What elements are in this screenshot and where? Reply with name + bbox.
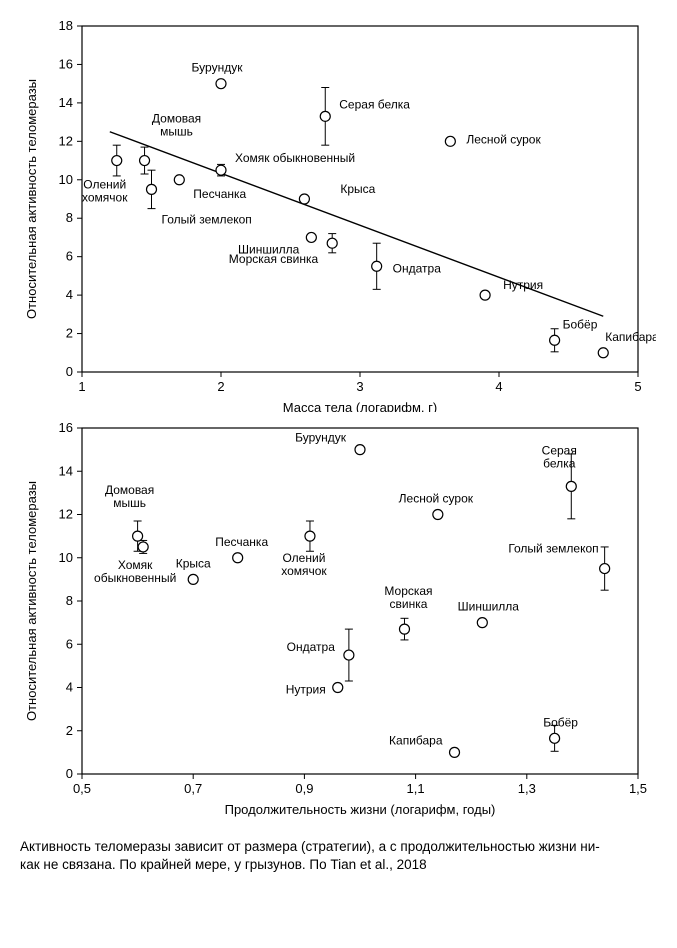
y-tick-label: 14: [59, 95, 73, 110]
point-label: Бобёр: [563, 317, 598, 331]
data-point: [320, 111, 330, 121]
data-point: [147, 184, 157, 194]
point-label: Лесной сурок: [466, 132, 541, 146]
plot-area: [82, 26, 638, 372]
y-tick-label: 12: [59, 507, 73, 522]
y-tick-label: 2: [66, 723, 73, 738]
point-label: Бурундук: [295, 431, 347, 445]
data-point: [550, 335, 560, 345]
point-label: Оленийхомячок: [82, 178, 128, 205]
data-point: [174, 175, 184, 185]
x-tick-label: 5: [634, 379, 641, 394]
data-point: [480, 290, 490, 300]
x-tick-label: 1,3: [518, 781, 536, 796]
data-point: [138, 542, 148, 552]
y-tick-label: 6: [66, 249, 73, 264]
y-tick-label: 10: [59, 172, 73, 187]
point-label: Голый землекоп: [508, 542, 598, 556]
data-point: [344, 650, 354, 660]
point-label: Голый землекоп: [162, 212, 252, 226]
x-tick-label: 0,7: [184, 781, 202, 796]
telomerase-vs-lifespan-chart: 0,5 0,7 0,9 1,1 1,3 1,5 0 2 4 6 8 10 12 14 16 Продолжит…: [16, 412, 656, 830]
data-point: [450, 747, 460, 757]
point-label: Серая белка: [339, 97, 410, 111]
data-point: [433, 510, 443, 520]
data-point: [399, 624, 409, 634]
point-label: Крыса: [176, 556, 211, 570]
point-label: Нутрия: [286, 683, 326, 697]
y-tick-label: 4: [66, 287, 73, 302]
point-label: Морская свинка: [229, 252, 319, 266]
x-axis-label: Масса тела (логарифм, г): [283, 400, 437, 412]
point-label: Хомяк обыкновенный: [235, 151, 355, 165]
data-point: [216, 79, 226, 89]
data-point: [112, 156, 122, 166]
y-tick-label: 18: [59, 18, 73, 33]
y-axis-label: Относительная активность теломеразы: [24, 481, 39, 721]
caption-line-2: как не связана. По крайней мере, у грызу…: [20, 857, 427, 872]
point-label: Ондатра: [287, 640, 336, 654]
data-point: [445, 136, 455, 146]
y-tick-label: 16: [59, 420, 73, 435]
x-tick-label: 4: [495, 379, 502, 394]
y-tick-label: 8: [66, 593, 73, 608]
x-tick-label: 1,5: [629, 781, 647, 796]
data-point: [477, 618, 487, 628]
data-point: [327, 238, 337, 248]
point-label: Капибара: [389, 733, 443, 747]
point-label: Капибара: [605, 330, 656, 344]
y-axis-label: Относительная активность теломеразы: [24, 79, 39, 319]
point-label: Шиншилла: [458, 600, 520, 614]
chart-bottom-wrap: 0,5 0,7 0,9 1,1 1,3 1,5 0 2 4 6 8 10 12 14 16 Продолжит…: [16, 412, 661, 830]
x-tick-label: 0,9: [295, 781, 313, 796]
page: 12345024681012141618Масса тела (логарифм…: [0, 0, 677, 948]
point-label: Оленийхомячок: [281, 551, 327, 578]
data-point: [299, 194, 309, 204]
data-point: [355, 445, 365, 455]
y-tick-label: 16: [59, 56, 73, 71]
x-tick-label: 2: [217, 379, 224, 394]
figure-caption: Активность теломеразы зависит от размера…: [16, 830, 661, 874]
data-point: [598, 348, 608, 358]
data-point: [600, 564, 610, 574]
data-point: [550, 733, 560, 743]
point-label: Песчанка: [193, 187, 246, 201]
x-tick-label: 1: [78, 379, 85, 394]
point-label: Песчанка: [215, 535, 268, 549]
point-label: Крыса: [340, 182, 375, 196]
data-point: [333, 683, 343, 693]
y-tick-label: 8: [66, 210, 73, 225]
x-tick-label: 1,1: [407, 781, 425, 796]
point-label: Бобёр: [543, 715, 578, 729]
data-point: [188, 574, 198, 584]
point-label: Сераябелка: [542, 443, 577, 470]
chart-top-wrap: 12345024681012141618Масса тела (логарифм…: [16, 12, 661, 412]
point-label: Лесной сурок: [399, 492, 474, 506]
caption-line-1: Активность теломеразы зависит от размера…: [20, 839, 600, 854]
telomerase-vs-mass-chart: 12345024681012141618Масса тела (логарифм…: [16, 12, 656, 412]
y-tick-label: 14: [59, 463, 73, 478]
data-point: [306, 232, 316, 242]
x-axis-label: Продолжительность жизни (логарифм, годы): [225, 802, 496, 817]
x-tick-label: 3: [356, 379, 363, 394]
data-point: [566, 481, 576, 491]
point-label: Нутрия: [503, 278, 543, 292]
data-point: [305, 531, 315, 541]
data-point: [140, 156, 150, 166]
point-label: Морскаясвинка: [384, 584, 432, 611]
y-tick-label: 0: [66, 766, 73, 781]
data-point: [216, 165, 226, 175]
data-point: [233, 553, 243, 563]
y-tick-label: 4: [66, 680, 73, 695]
point-label: Бурундук: [192, 61, 244, 75]
point-label: Ондатра: [393, 261, 442, 275]
data-point: [372, 261, 382, 271]
data-point: [133, 531, 143, 541]
y-tick-label: 10: [59, 550, 73, 565]
y-tick-label: 12: [59, 133, 73, 148]
y-tick-label: 6: [66, 636, 73, 651]
x-tick-label: 0,5: [73, 781, 91, 796]
y-tick-label: 2: [66, 326, 73, 341]
y-tick-label: 0: [66, 364, 73, 379]
